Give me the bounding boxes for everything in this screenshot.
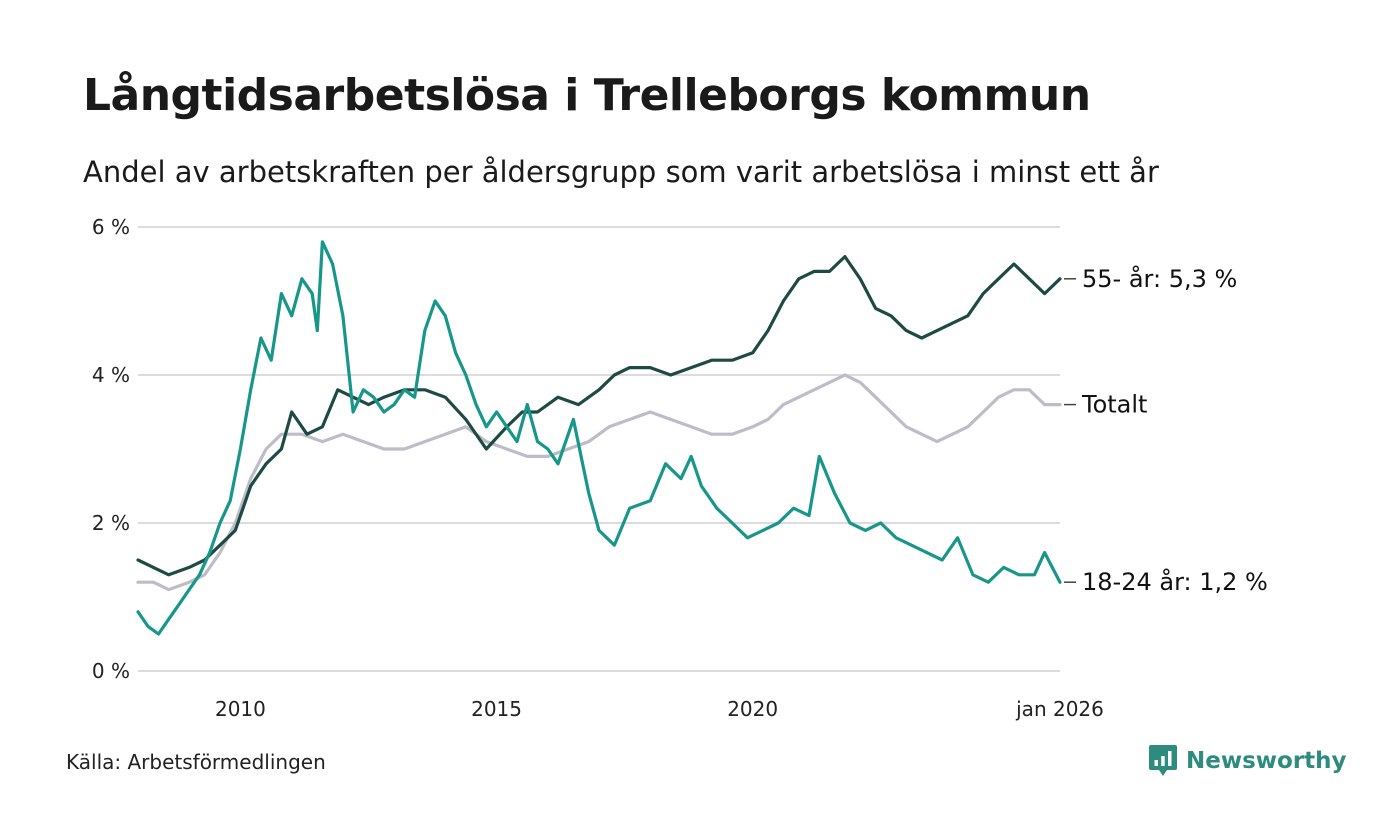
end-label-55-plus: 55- år: 5,3 % — [1082, 264, 1237, 293]
series-layer — [136, 240, 1062, 636]
source-note: Källa: Arbetsförmedlingen — [66, 750, 326, 774]
end-label-totalt: Totalt — [1081, 391, 1147, 419]
y-tick-label: 4 % — [92, 363, 130, 387]
chart-subtitle: Andel av arbetskraften per åldersgrupp s… — [83, 155, 1159, 189]
chart-title: Långtidsarbetslösa i Trelleborgs kommun — [83, 70, 1091, 121]
brand-logo: Newsworthy — [1148, 744, 1347, 778]
x-tick-label: 2020 — [727, 697, 778, 721]
series-line-55-plus — [136, 255, 1062, 577]
end-label-18-24: 18-24 år: 1,2 % — [1082, 567, 1268, 596]
y-tick-label: 2 % — [92, 511, 130, 535]
grid-layer — [138, 226, 1060, 672]
x-tick-label: jan 2026 — [1015, 697, 1104, 721]
y-tick-label: 0 % — [92, 659, 130, 683]
brand-name: Newsworthy — [1186, 748, 1347, 774]
series-line-18-24 — [136, 240, 1062, 636]
end-labels: Totalt 55- år: 5,3 % 18-24 år: 1,2 % — [1064, 264, 1268, 596]
x-tick-label: 2015 — [471, 697, 522, 721]
x-tick-label: 2010 — [215, 697, 266, 721]
newsworthy-logo-icon — [1149, 745, 1177, 776]
series-line-totalt — [136, 373, 1062, 592]
y-axis-ticks: 0 % 2 % 4 % 6 % — [92, 215, 130, 683]
y-tick-label: 6 % — [92, 215, 130, 239]
x-axis-ticks: 2010 2015 2020 jan 2026 — [215, 697, 1104, 721]
